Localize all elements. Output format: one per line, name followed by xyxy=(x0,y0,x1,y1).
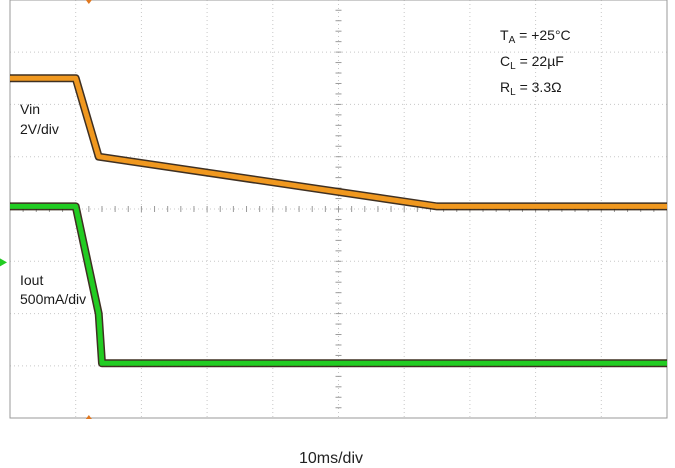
timebase-label: 10ms/div xyxy=(299,450,363,467)
channel-marker xyxy=(0,258,7,267)
vin-trace xyxy=(10,75,667,209)
trigger-marker-top xyxy=(85,0,92,4)
iout-scale-label: 500mA/div xyxy=(20,291,86,307)
vin-scale-label: 2V/div xyxy=(20,121,59,137)
ambient-temp-annotation: TA = +25°C xyxy=(500,27,571,46)
iout-label: Iout xyxy=(20,272,43,288)
load-capacitance-annotation: CL = 22µF xyxy=(500,53,564,72)
load-resistance-annotation: RL = 3.3Ω xyxy=(500,79,562,98)
traces xyxy=(9,74,668,368)
vin-label: Vin xyxy=(20,101,40,117)
vin-trace-outline xyxy=(10,74,667,211)
trigger-marker-bottom xyxy=(85,415,92,419)
